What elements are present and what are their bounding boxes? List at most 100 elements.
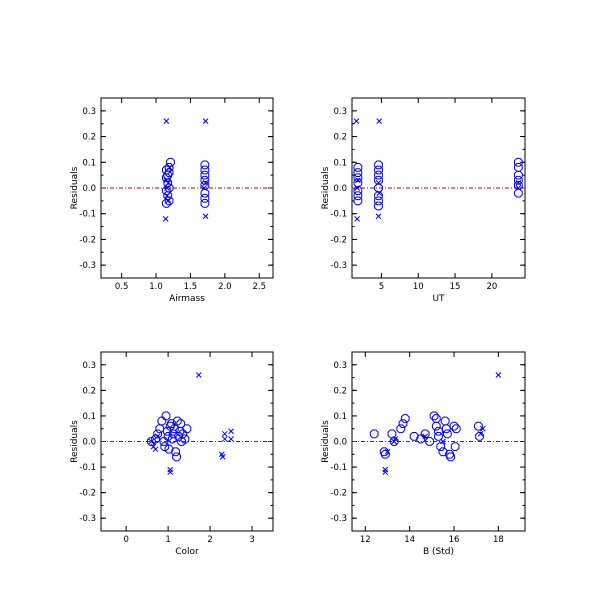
x-tick-label: 16 [449,535,460,545]
data-point-circle [442,429,452,439]
data-point-circle [180,434,190,444]
data-point-cross [382,466,389,473]
y-tick-label: -0.2 [79,489,96,499]
y-tick-label: 0.3 [333,361,347,371]
y-tick-label: 0.2 [82,133,96,143]
data-point-cross-stroke [152,446,159,453]
data-point-cross-stroke [195,372,202,378]
data-point-cross [375,213,382,220]
data-point-cross-stroke [353,118,360,124]
data-point-cross [354,216,361,222]
data-point-circle [200,193,210,203]
data-point-cross [353,118,360,124]
y-tick-label: -0.2 [330,235,347,245]
data-point-circle [513,163,523,172]
data-point-circle [353,191,363,201]
data-point-circle [425,437,435,446]
data-point-circle [172,452,181,462]
data-point-circle [398,419,408,428]
data-point-cross-stroke [219,453,226,460]
data-point-circle [451,424,461,434]
y-axis-label: Residuals [70,420,80,463]
data-point-circle [200,160,210,170]
y-tick-label: 0.1 [333,412,347,422]
y-tick-label: 0.3 [82,107,96,117]
data-point-circle [440,416,450,426]
y-tick-label: 0.0 [333,184,347,194]
data-point-circle [387,429,397,439]
data-point-cross [152,446,159,453]
x-axis-label: Airmass [169,294,205,304]
data-point-cross [195,372,202,378]
data-point-circle [157,416,167,426]
y-tick-label: 0.2 [82,386,96,396]
data-point-cross [221,436,228,442]
data-point-cross-stroke [376,118,383,124]
y-tick-label: -0.3 [330,514,347,524]
data-point-cross-stroke [392,436,399,442]
y-tick-label: -0.3 [330,261,347,271]
plot-panel-1: -0.3 -0.2 -0.1 0.0 0.1 0.2 0.3 0.5 1.0 1.5 2.0 2.5 A… [70,97,274,304]
data-point-circle [174,432,183,441]
data-point-circle [182,424,192,434]
y-tick-label: 0.3 [82,361,96,371]
data-point-circle [161,411,171,421]
y-tick-label: -0.1 [330,463,347,473]
data-point-cross-stroke [382,466,389,473]
data-point-circle [389,437,399,446]
y-tick-label: 0.2 [333,133,347,143]
data-point-cross-stroke [228,428,234,435]
data-point-circle [474,421,483,431]
data-point-cross-stroke [148,438,155,445]
data-point-cross-stroke [354,216,361,222]
data-point-circle [434,432,443,441]
data-point-circle [446,452,456,462]
data-point-circle [374,191,383,201]
data-point-circle [449,421,459,431]
x-tick-label: 0.5 [115,282,129,292]
data-point-cross-stroke [375,213,382,220]
data-point-cross [228,436,234,442]
x-tick-label: 20 [486,282,497,292]
y-tick-label: 0.1 [82,412,96,422]
data-point-cross-stroke [477,430,484,437]
data-point-circle [445,449,454,459]
data-point-circle [200,175,210,185]
data-point-circle [374,160,383,170]
data-point-circle [420,429,430,439]
x-tick-label: 1.0 [149,282,163,292]
data-point-circle [353,163,363,172]
data-point-circle [396,424,406,434]
data-point-circle [161,173,171,183]
data-point-circle [200,199,210,208]
data-point-cross-stroke [202,213,209,220]
data-point-circle [374,170,383,180]
data-point-circle [171,447,181,457]
y-tick-label: 0.0 [82,184,96,194]
data-point-cross-stroke [202,118,209,124]
y-axis-label: Residuals [321,420,331,463]
data-point-circle [429,411,439,421]
x-tick-label: 3 [249,535,254,545]
data-point-cross-stroke [167,469,174,476]
data-point-cross-stroke [221,430,228,437]
data-point-circle [200,188,210,198]
data-point-circle [374,165,383,175]
data-point-circle [161,186,171,195]
data-point-cross [382,469,389,476]
y-tick-label: 0.0 [333,438,347,448]
data-point-circle [200,170,210,180]
y-axis-label: Residuals [321,166,331,209]
data-point-circle [172,416,182,426]
y-tick-label: 0.3 [333,107,347,117]
data-point-cross [163,118,170,124]
data-point-circle [164,444,174,454]
data-point-circle [513,188,523,198]
data-point-circle [161,199,171,208]
data-point-cross [495,372,502,378]
data-point-cross-stroke [495,372,502,378]
data-point-cross [221,430,228,437]
x-axis-label: Color [175,547,199,557]
data-point-cross [480,425,486,432]
